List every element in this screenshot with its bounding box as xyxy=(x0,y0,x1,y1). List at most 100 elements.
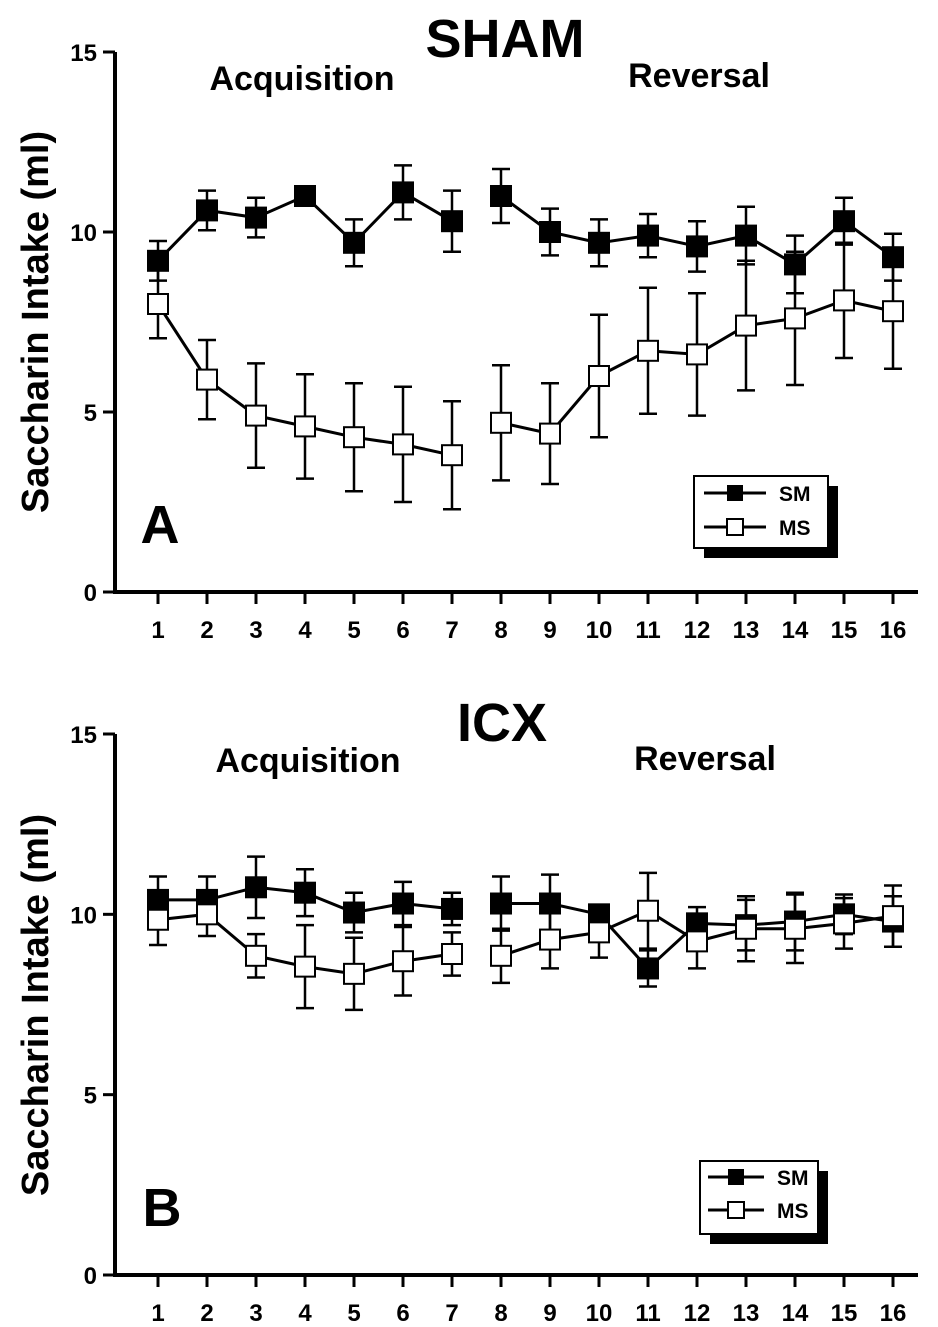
panel-b-sm-point xyxy=(539,892,561,915)
panel-b-y-tick-label: 5 xyxy=(84,1083,97,1110)
panel-b-y-axis-label: Saccharin Intake (ml) xyxy=(15,814,57,1196)
panel-b-ms-point xyxy=(539,928,561,951)
panel-a-sm-point xyxy=(882,246,904,269)
panel-b-x-tick-label: 14 xyxy=(782,1300,809,1327)
panel-b-x-tick-label: 1 xyxy=(151,1300,164,1327)
panel-a-ms-point xyxy=(343,426,365,449)
panel-b-legend: SM MS xyxy=(699,1160,828,1244)
panel-a-legend: SM MS xyxy=(693,475,838,558)
panel-b-ms-point xyxy=(147,908,169,931)
panel-b-ms-point xyxy=(490,944,512,967)
panel-a-ms-point xyxy=(196,368,218,391)
panel-a-legend-ms-label: MS xyxy=(779,517,811,540)
panel-a-ms-point xyxy=(637,339,659,362)
panel-a-sm-point xyxy=(784,253,806,276)
panel-b-x-tick-label: 12 xyxy=(684,1300,711,1327)
panel-a-sm-point xyxy=(637,224,659,247)
panel-b-plot-area xyxy=(147,855,904,1012)
panel-a-title: SHAM xyxy=(426,9,585,69)
panel-a-letter: A xyxy=(141,495,180,555)
panel-a-sm-point xyxy=(735,224,757,247)
panel-b-sm-point xyxy=(392,892,414,915)
panel-b-ms-point xyxy=(588,921,610,944)
panel-b-x-tick-label: 5 xyxy=(347,1300,360,1327)
panel-a-x-tick-label: 6 xyxy=(396,617,409,644)
panel-sham: SHAM Acquisition Reversal A Saccharin In… xyxy=(15,9,918,644)
panel-b-ms-point xyxy=(196,903,218,926)
panel-a-ms-point xyxy=(784,307,806,330)
panel-b-x-tick-label: 4 xyxy=(298,1300,312,1327)
panel-a-sm-point xyxy=(441,210,463,233)
panel-b-y-tick-label: 10 xyxy=(70,902,97,929)
panel-a-x-tick-label: 4 xyxy=(298,617,312,644)
panel-b-ms-point xyxy=(343,962,365,985)
panel-b-sm-point xyxy=(294,881,316,904)
panel-b-sm-point xyxy=(343,901,365,924)
panel-a-ms-point xyxy=(539,422,561,445)
panel-b-sm-point xyxy=(245,876,267,899)
panel-a-sm-point xyxy=(392,181,414,204)
panel-a-legend-sm-label: SM xyxy=(779,483,811,506)
panel-b-x-tick-label: 11 xyxy=(635,1300,660,1327)
panel-a-sm-point xyxy=(588,231,610,254)
panel-a-acquisition-label: Acquisition xyxy=(209,60,394,98)
panel-a-y-tick-label: 5 xyxy=(84,400,97,427)
panel-b-ms-point xyxy=(686,930,708,953)
panel-a-sm-point xyxy=(539,221,561,243)
panel-b-x-tick-label: 8 xyxy=(494,1300,507,1327)
panel-a-legend-sm-marker xyxy=(727,485,743,501)
panel-b-sm-point xyxy=(490,892,512,915)
panel-b-x-tick-label: 10 xyxy=(586,1300,613,1327)
panel-b-ms-point xyxy=(441,943,463,966)
panel-a-ms-point xyxy=(882,300,904,323)
panel-a-x-tick-label: 7 xyxy=(445,617,458,644)
panel-a-x-tick-label: 8 xyxy=(494,617,507,644)
panel-b-letter: B xyxy=(143,1178,182,1238)
panel-b-reversal-label: Reversal xyxy=(634,740,776,778)
panel-a-legend-box xyxy=(693,475,829,549)
panel-b-legend-ms-label: MS xyxy=(777,1200,809,1223)
panel-b-sm-point xyxy=(441,897,463,920)
panel-b-y-tick-label: 0 xyxy=(84,1263,97,1290)
panel-a-y-ticks: 0 5 10 15 xyxy=(70,40,115,607)
panel-b-ms-point xyxy=(637,899,659,922)
panel-a-ms-point xyxy=(392,433,414,456)
panel-a-ms-point xyxy=(490,411,512,434)
panel-b-x-tick-label: 3 xyxy=(249,1300,262,1327)
panel-b-legend-ms-marker xyxy=(727,1201,745,1219)
panel-a-x-tick-label: 15 xyxy=(831,617,858,644)
panel-b-ms-point xyxy=(833,912,855,935)
panel-a-y-tick-label: 10 xyxy=(70,220,97,247)
panel-a-y-tick-label: 0 xyxy=(84,580,97,607)
panel-a-sm-point xyxy=(245,206,267,229)
panel-b-x-tick-label: 7 xyxy=(445,1300,458,1327)
panel-b-x-tick-label: 16 xyxy=(880,1300,907,1327)
panel-b-sm-point xyxy=(637,957,659,980)
panel-a-sm-point xyxy=(490,185,512,207)
panel-b-x-tick-label: 13 xyxy=(733,1300,760,1327)
panel-b-sm-point xyxy=(686,912,708,935)
panel-a-ms-point xyxy=(245,404,267,427)
panel-a-x-tick-label: 14 xyxy=(782,617,809,644)
panel-a-ms-point xyxy=(686,343,708,366)
panel-b-x-tick-label: 6 xyxy=(396,1300,409,1327)
panel-b-ms-point xyxy=(882,905,904,928)
panel-a-sm-point xyxy=(196,199,218,222)
panel-b-x-tick-label: 2 xyxy=(200,1300,213,1327)
panel-b-ms-point xyxy=(245,944,267,967)
panel-b-y-tick-label: 15 xyxy=(70,722,97,749)
panel-a-x-tick-label: 12 xyxy=(684,617,711,644)
panel-icx: ICX Acquisition Reversal B Saccharin Int… xyxy=(15,693,918,1327)
panel-a-x-tick-label: 9 xyxy=(543,617,556,644)
panel-a-x-tick-label: 2 xyxy=(200,617,213,644)
panel-a-ms-point xyxy=(588,365,610,387)
panel-a-x-ticks: 1 2 3 4 5 6 7 8 9 10 11 12 13 14 15 16 xyxy=(151,592,906,644)
panel-a-x-tick-label: 5 xyxy=(347,617,360,644)
panel-b-legend-sm-marker xyxy=(728,1169,744,1185)
panel-b-title: ICX xyxy=(457,693,547,753)
panel-a-ms-point xyxy=(294,415,316,438)
panel-b-sm-point xyxy=(588,903,610,926)
panel-a-x-tick-label: 3 xyxy=(249,617,262,644)
panel-b-acquisition-label: Acquisition xyxy=(215,742,400,780)
panel-a-sm-point xyxy=(294,185,316,207)
